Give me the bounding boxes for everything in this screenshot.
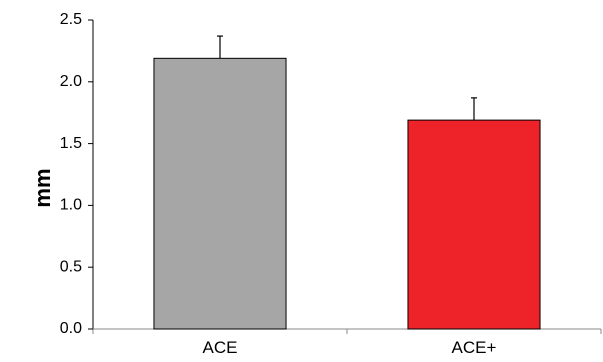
error-bars bbox=[217, 35, 477, 121]
y-tick-label: 0.5 bbox=[60, 258, 82, 275]
y-tick-label: 2.0 bbox=[60, 73, 82, 90]
y-tick-label: 2.5 bbox=[60, 11, 82, 28]
bars bbox=[153, 57, 541, 330]
y-ticks: 0.0 0.5 1.0 1.5 2.0 2.5 bbox=[60, 11, 93, 337]
y-tick-label: 1.0 bbox=[60, 197, 82, 214]
bar bbox=[153, 57, 287, 330]
y-axis-label: mm bbox=[30, 168, 55, 207]
x-tick-labels: ACE ACE+ bbox=[203, 338, 497, 357]
y-tick-label: 1.5 bbox=[60, 135, 82, 152]
x-tick-label: ACE bbox=[203, 338, 238, 357]
y-tick-label: 0.0 bbox=[60, 320, 82, 337]
bar bbox=[407, 119, 541, 330]
x-tick-label: ACE+ bbox=[452, 338, 497, 357]
